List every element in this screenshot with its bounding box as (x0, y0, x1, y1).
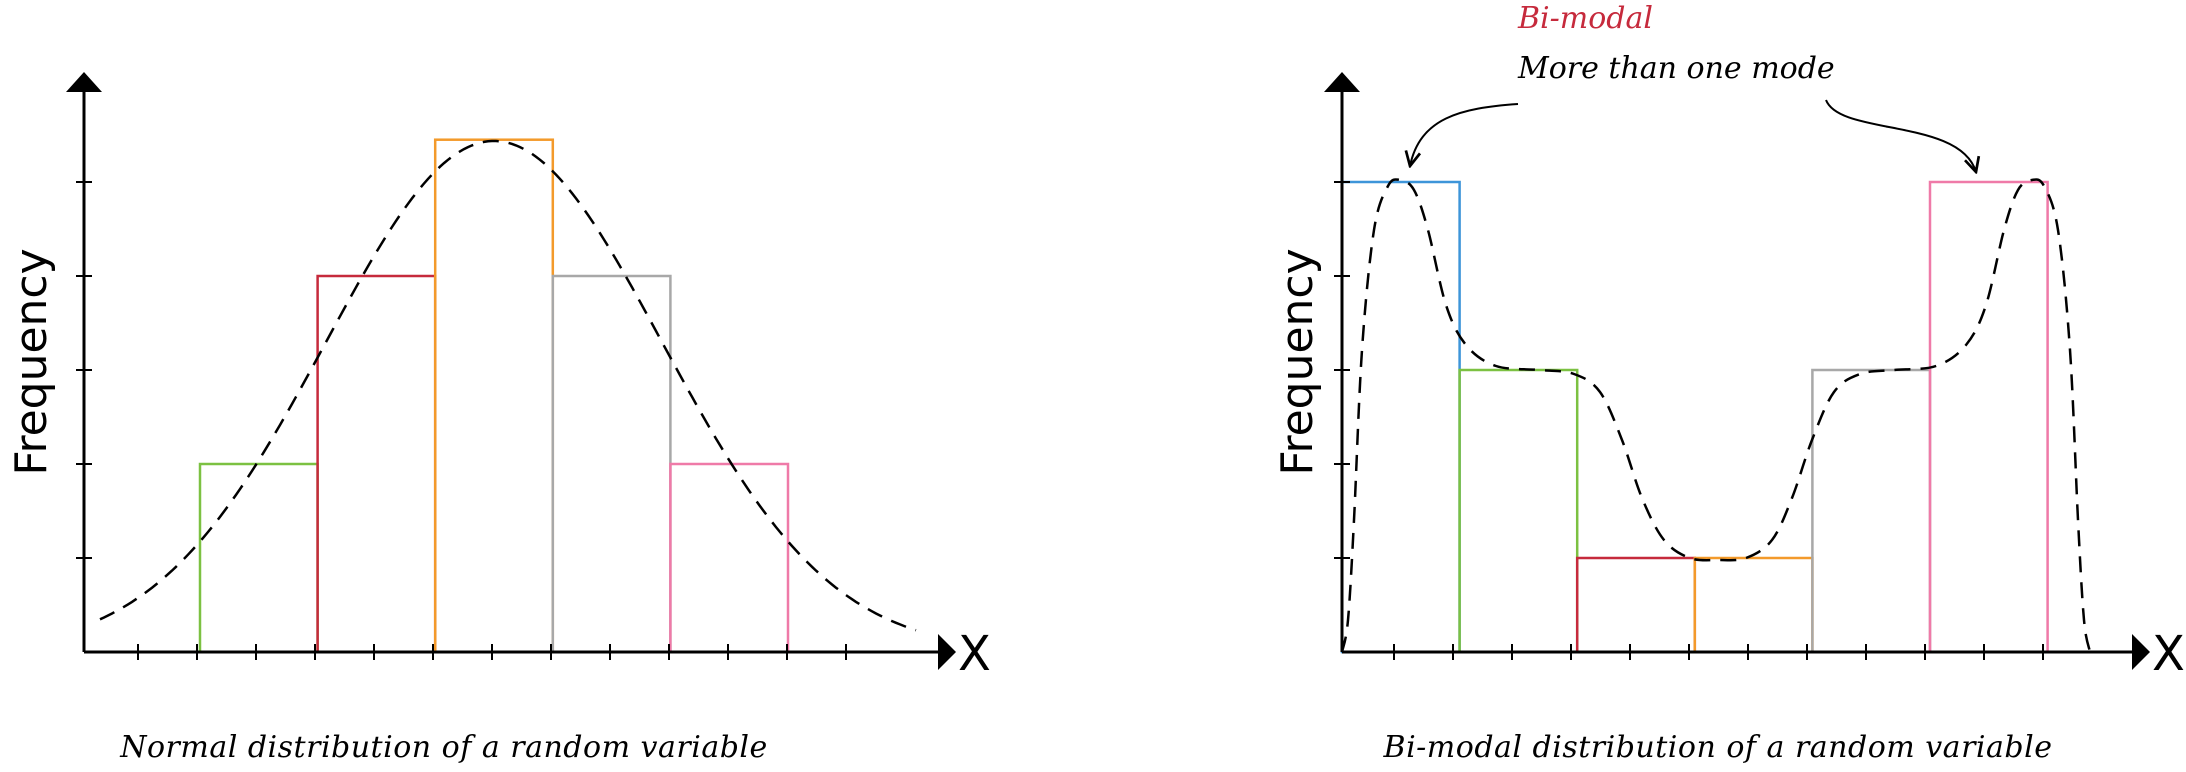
left-bar-2 (316, 274, 437, 654)
left-axes (66, 72, 956, 670)
right-bars (1340, 180, 2049, 654)
left-chart-caption: Normal distribution of a random variable (119, 730, 768, 765)
left-x-ticks (137, 644, 847, 660)
annotation-arrow-right (1825, 99, 1976, 172)
left-x-axis-label: X (958, 626, 991, 682)
right-y-axis-arrowhead (1324, 72, 1360, 92)
right-x-axis-arrowhead (2132, 634, 2150, 670)
right-bar-4 (1693, 556, 1814, 654)
left-bar-1 (198, 462, 319, 654)
left-y-axis-arrowhead (66, 72, 102, 92)
right-bar-6 (1928, 180, 2049, 654)
right-chart-caption: Bi-modal distribution of a random variab… (1383, 730, 2053, 765)
right-bar-5 (1811, 368, 1932, 654)
left-y-axis-label: Frequency (6, 248, 57, 475)
right-x-axis-label: X (2152, 626, 2185, 682)
left-bar-4 (551, 274, 672, 654)
left-bar-5 (669, 462, 790, 654)
left-y-ticks (76, 181, 92, 559)
left-bar-3 (433, 138, 555, 654)
right-bar-3 (1575, 556, 1697, 654)
annotation-arrow-left (1410, 103, 1519, 166)
left-chart: Frequency X Normal distribution of a ran… (6, 72, 991, 765)
right-axes (1324, 72, 2150, 670)
bimodal-annotation-text: More than one mode (1517, 51, 1835, 86)
bimodal-annotation-title: Bi-modal (1517, 1, 1653, 36)
right-y-ticks (1334, 181, 1350, 559)
right-bar-2 (1458, 368, 1579, 654)
right-y-axis-label: Frequency (1272, 248, 1323, 475)
left-bars (198, 138, 790, 654)
right-chart: Frequency X Bi-modal distribution of a r… (1272, 1, 2185, 765)
left-x-axis-arrowhead (938, 634, 956, 670)
left-normal-curve (99, 139, 917, 632)
right-bimodal-curve (1340, 178, 2092, 653)
right-x-ticks (1393, 644, 2044, 660)
